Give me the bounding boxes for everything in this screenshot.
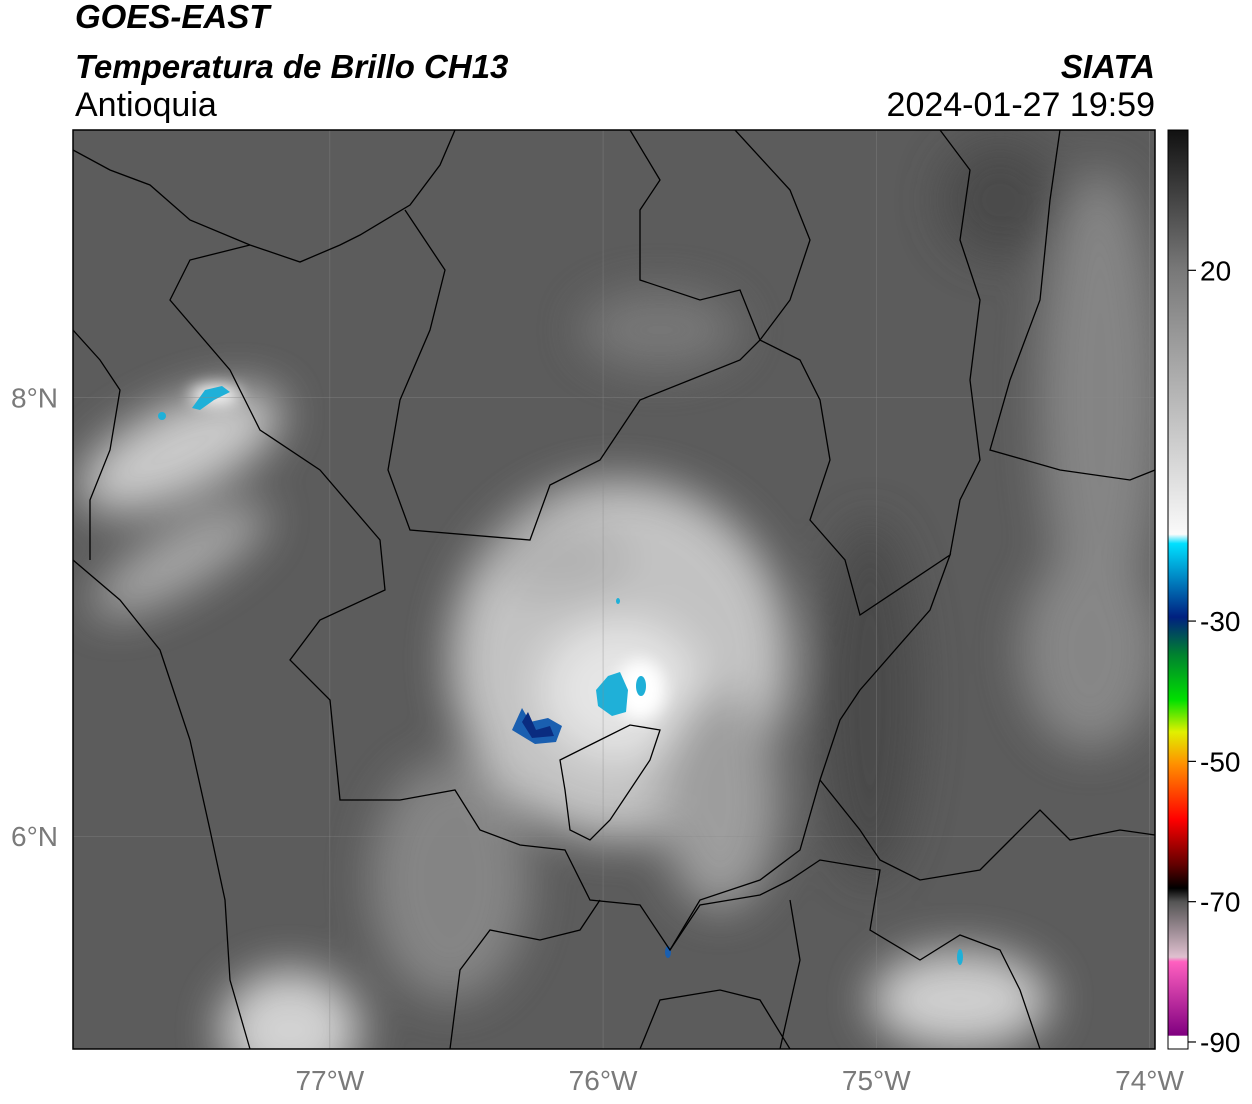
y-tick-label: 6°N (11, 821, 58, 852)
map-frame (72, 129, 1156, 1050)
colorbar-tick-label: -70 (1200, 887, 1240, 918)
colorbar-tick-label: -30 (1200, 606, 1240, 637)
title: GOES-EAST (75, 0, 272, 35)
colorbar-tick-label: -90 (1200, 1027, 1240, 1058)
colorbar-tick-label: 20 (1200, 255, 1231, 286)
datetime: 2024-01-27 19:59 (887, 86, 1155, 124)
colorbar (1167, 129, 1189, 1050)
agency: SIATA (1061, 48, 1155, 85)
x-tick-label: 75°W (842, 1065, 911, 1096)
colorbar-tick-label: -50 (1200, 746, 1240, 777)
y-tick-label: 8°N (11, 383, 58, 414)
satellite-image (73, 130, 1155, 1049)
region: Antioquia (75, 86, 217, 124)
x-tick-label: 77°W (295, 1065, 364, 1096)
x-tick-label: 74°W (1115, 1065, 1184, 1096)
subtitle: Temperatura de Brillo CH13 (75, 48, 508, 85)
x-tick-label: 76°W (569, 1065, 638, 1096)
